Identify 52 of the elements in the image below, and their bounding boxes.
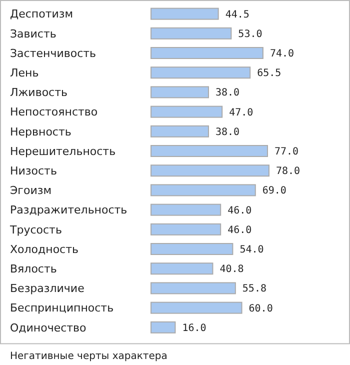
y-tick-label: Эгоизм (10, 184, 52, 198)
bar (150, 302, 242, 314)
data-label: 65.5 (257, 68, 282, 80)
bar (150, 204, 222, 216)
y-tick-label: Деспотизм (10, 8, 74, 21)
data-label: 69.0 (262, 186, 286, 197)
y-tick-label: Зависть (10, 27, 56, 40)
y-tick-label: Низость (10, 164, 57, 178)
data-label: 54.0 (240, 244, 264, 256)
y-tick-label: Беспринципность (10, 302, 114, 315)
data-label: 44.5 (225, 9, 250, 20)
y-tick-label: Вялость (10, 262, 57, 276)
y-tick-label: Непостоянство (10, 106, 98, 119)
bar (150, 282, 236, 294)
y-tick-label: Лень (10, 66, 39, 80)
data-label: 77.0 (274, 146, 299, 158)
y-tick-label: Нерешительность (10, 144, 116, 158)
bar (150, 47, 264, 59)
bar (150, 145, 268, 157)
y-tick-label: Трусость (9, 223, 62, 236)
bar (150, 321, 176, 334)
y-tick-label: Одиночество (10, 321, 87, 334)
bar (150, 86, 209, 98)
y-tick-label: Безразличие (10, 282, 85, 296)
bar (150, 184, 256, 196)
text: Негативные черты характера (10, 351, 168, 362)
bar (150, 8, 219, 20)
y-tick-label: Лживость (10, 86, 68, 100)
y-tick-label: Застенчивость (10, 46, 96, 60)
bar (150, 106, 223, 118)
y-tick-label: Нервность (10, 125, 72, 138)
data-label: 40.8 (220, 264, 244, 276)
data-label: 74.0 (270, 48, 294, 60)
data-label: 46.0 (228, 224, 252, 236)
data-label: 46.0 (228, 205, 252, 216)
y-tick-label: Холодность (10, 242, 78, 256)
bar (150, 66, 251, 79)
data-label: 16.0 (182, 322, 206, 334)
data-label: 55.8 (242, 284, 267, 295)
bar (150, 243, 234, 255)
data-label: 38.0 (215, 126, 240, 138)
bar (150, 125, 209, 138)
bar (150, 262, 214, 275)
data-label: 78.0 (276, 166, 300, 178)
y-tick-label: Раздражительность (10, 204, 128, 217)
bar (150, 223, 222, 236)
bar (150, 164, 270, 177)
bar (150, 27, 232, 40)
data-label: 53.0 (238, 28, 262, 40)
data-label: 60.0 (248, 303, 273, 314)
data-label: 38.0 (215, 88, 240, 99)
data-label: 47.0 (229, 107, 254, 118)
